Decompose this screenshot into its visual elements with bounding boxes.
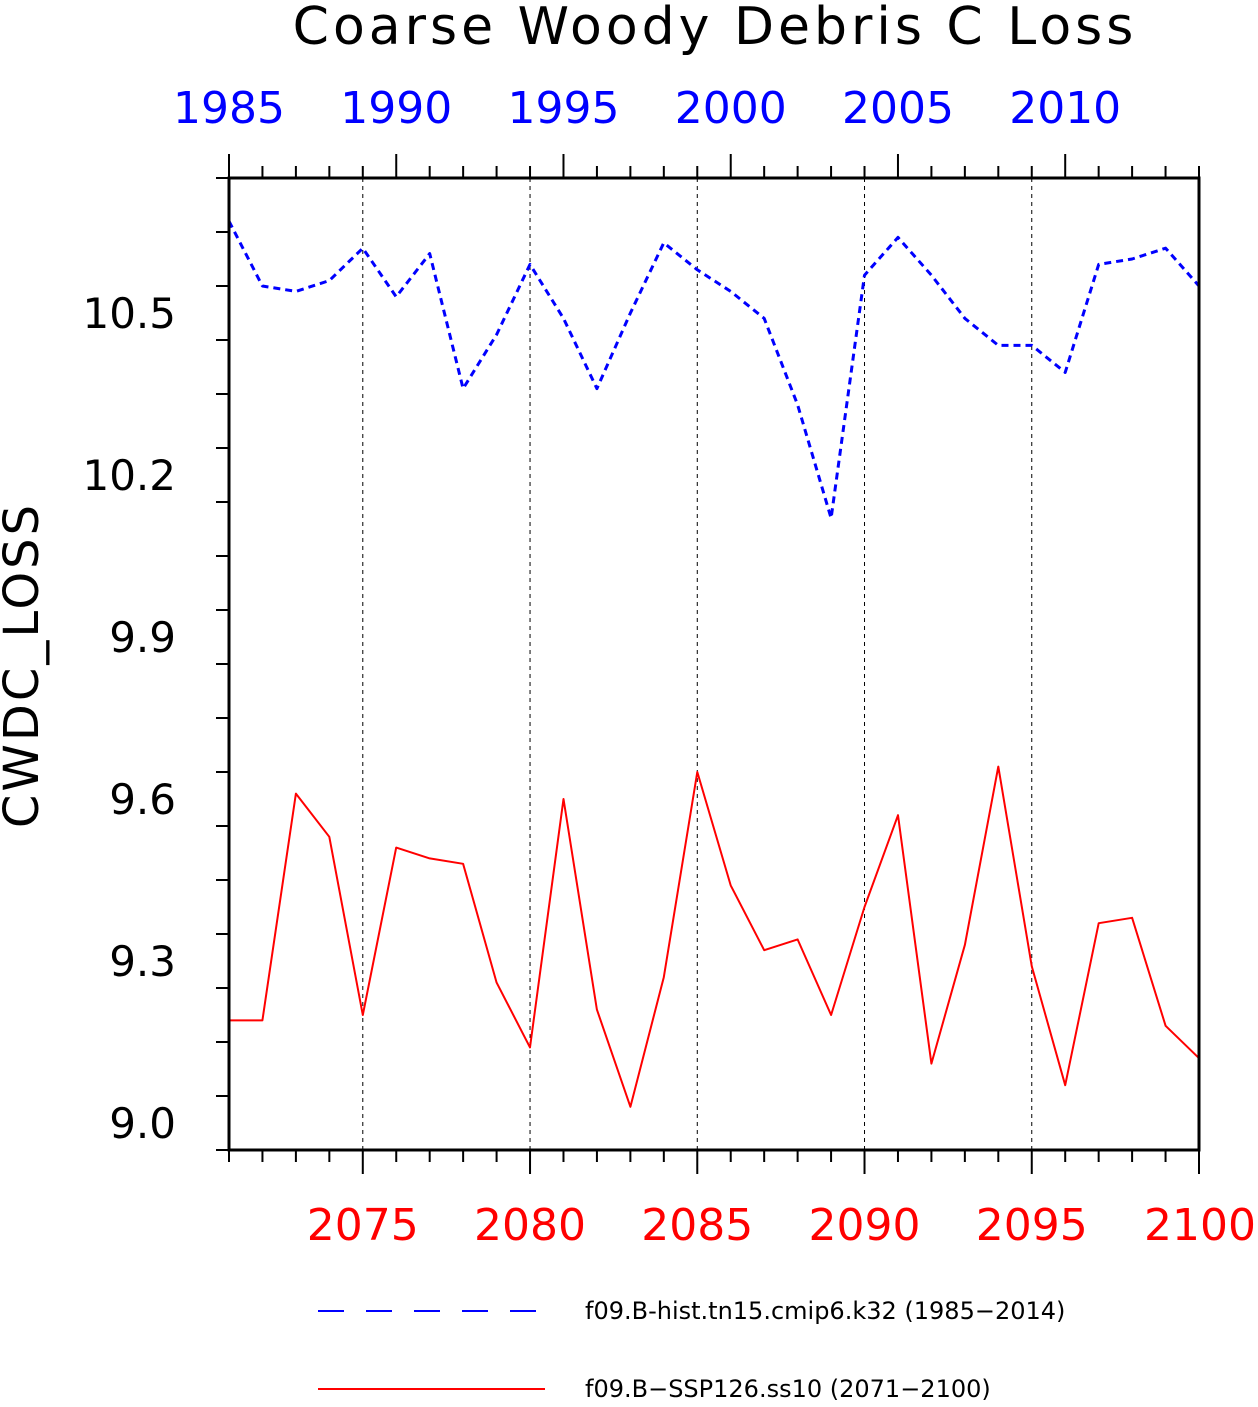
series-line-hist [227, 220, 1201, 520]
bottom-tick-label: 2100 [1144, 1200, 1256, 1251]
y-tick-label: 9.3 [109, 937, 176, 986]
series-line-ssp126 [229, 765, 1200, 1108]
legend-label-ssp: f09.B−SSP126.ss10 (2071−2100) [585, 1375, 991, 1403]
series-layer [227, 220, 1201, 1108]
y-tick-label: 9.0 [109, 1099, 176, 1148]
y-axis-label: CWDC_LOSS [0, 502, 50, 828]
bottom-tick-label: 2090 [809, 1200, 921, 1251]
y-axis: 9.0 9.3 9.6 9.9 10.2 10.5 [82, 177, 229, 1151]
top-tick-label: 2010 [1009, 83, 1121, 134]
top-axis: 1985 1990 1995 2000 2005 2010 [173, 83, 1200, 178]
top-tick-label: 1990 [340, 83, 452, 134]
y-tick-label: 10.5 [82, 289, 176, 338]
top-tick-label: 2005 [842, 83, 954, 134]
y-tick-label: 9.6 [109, 775, 176, 824]
y-tick-label: 10.2 [82, 451, 176, 500]
bottom-tick-label: 2075 [307, 1200, 419, 1251]
grid-lines [362, 178, 1033, 1150]
bottom-tick-label: 2095 [976, 1200, 1088, 1251]
bottom-tick-label: 2085 [641, 1200, 753, 1251]
plot-frame [227, 176, 1201, 1152]
top-tick-label: 1985 [173, 83, 285, 134]
legend: f09.B-hist.tn15.cmip6.k32 (1985−2014) f0… [318, 1297, 1065, 1403]
legend-label-hist: f09.B-hist.tn15.cmip6.k32 (1985−2014) [585, 1297, 1065, 1325]
top-tick-label: 2000 [675, 83, 787, 134]
y-tick-label: 9.9 [109, 613, 176, 662]
bottom-axis: 2075 2080 2085 2090 2095 2100 [228, 1150, 1256, 1251]
bottom-tick-label: 2080 [474, 1200, 586, 1251]
chart-title: Coarse Woody Debris C Loss [293, 0, 1138, 57]
top-tick-label: 1995 [507, 83, 619, 134]
